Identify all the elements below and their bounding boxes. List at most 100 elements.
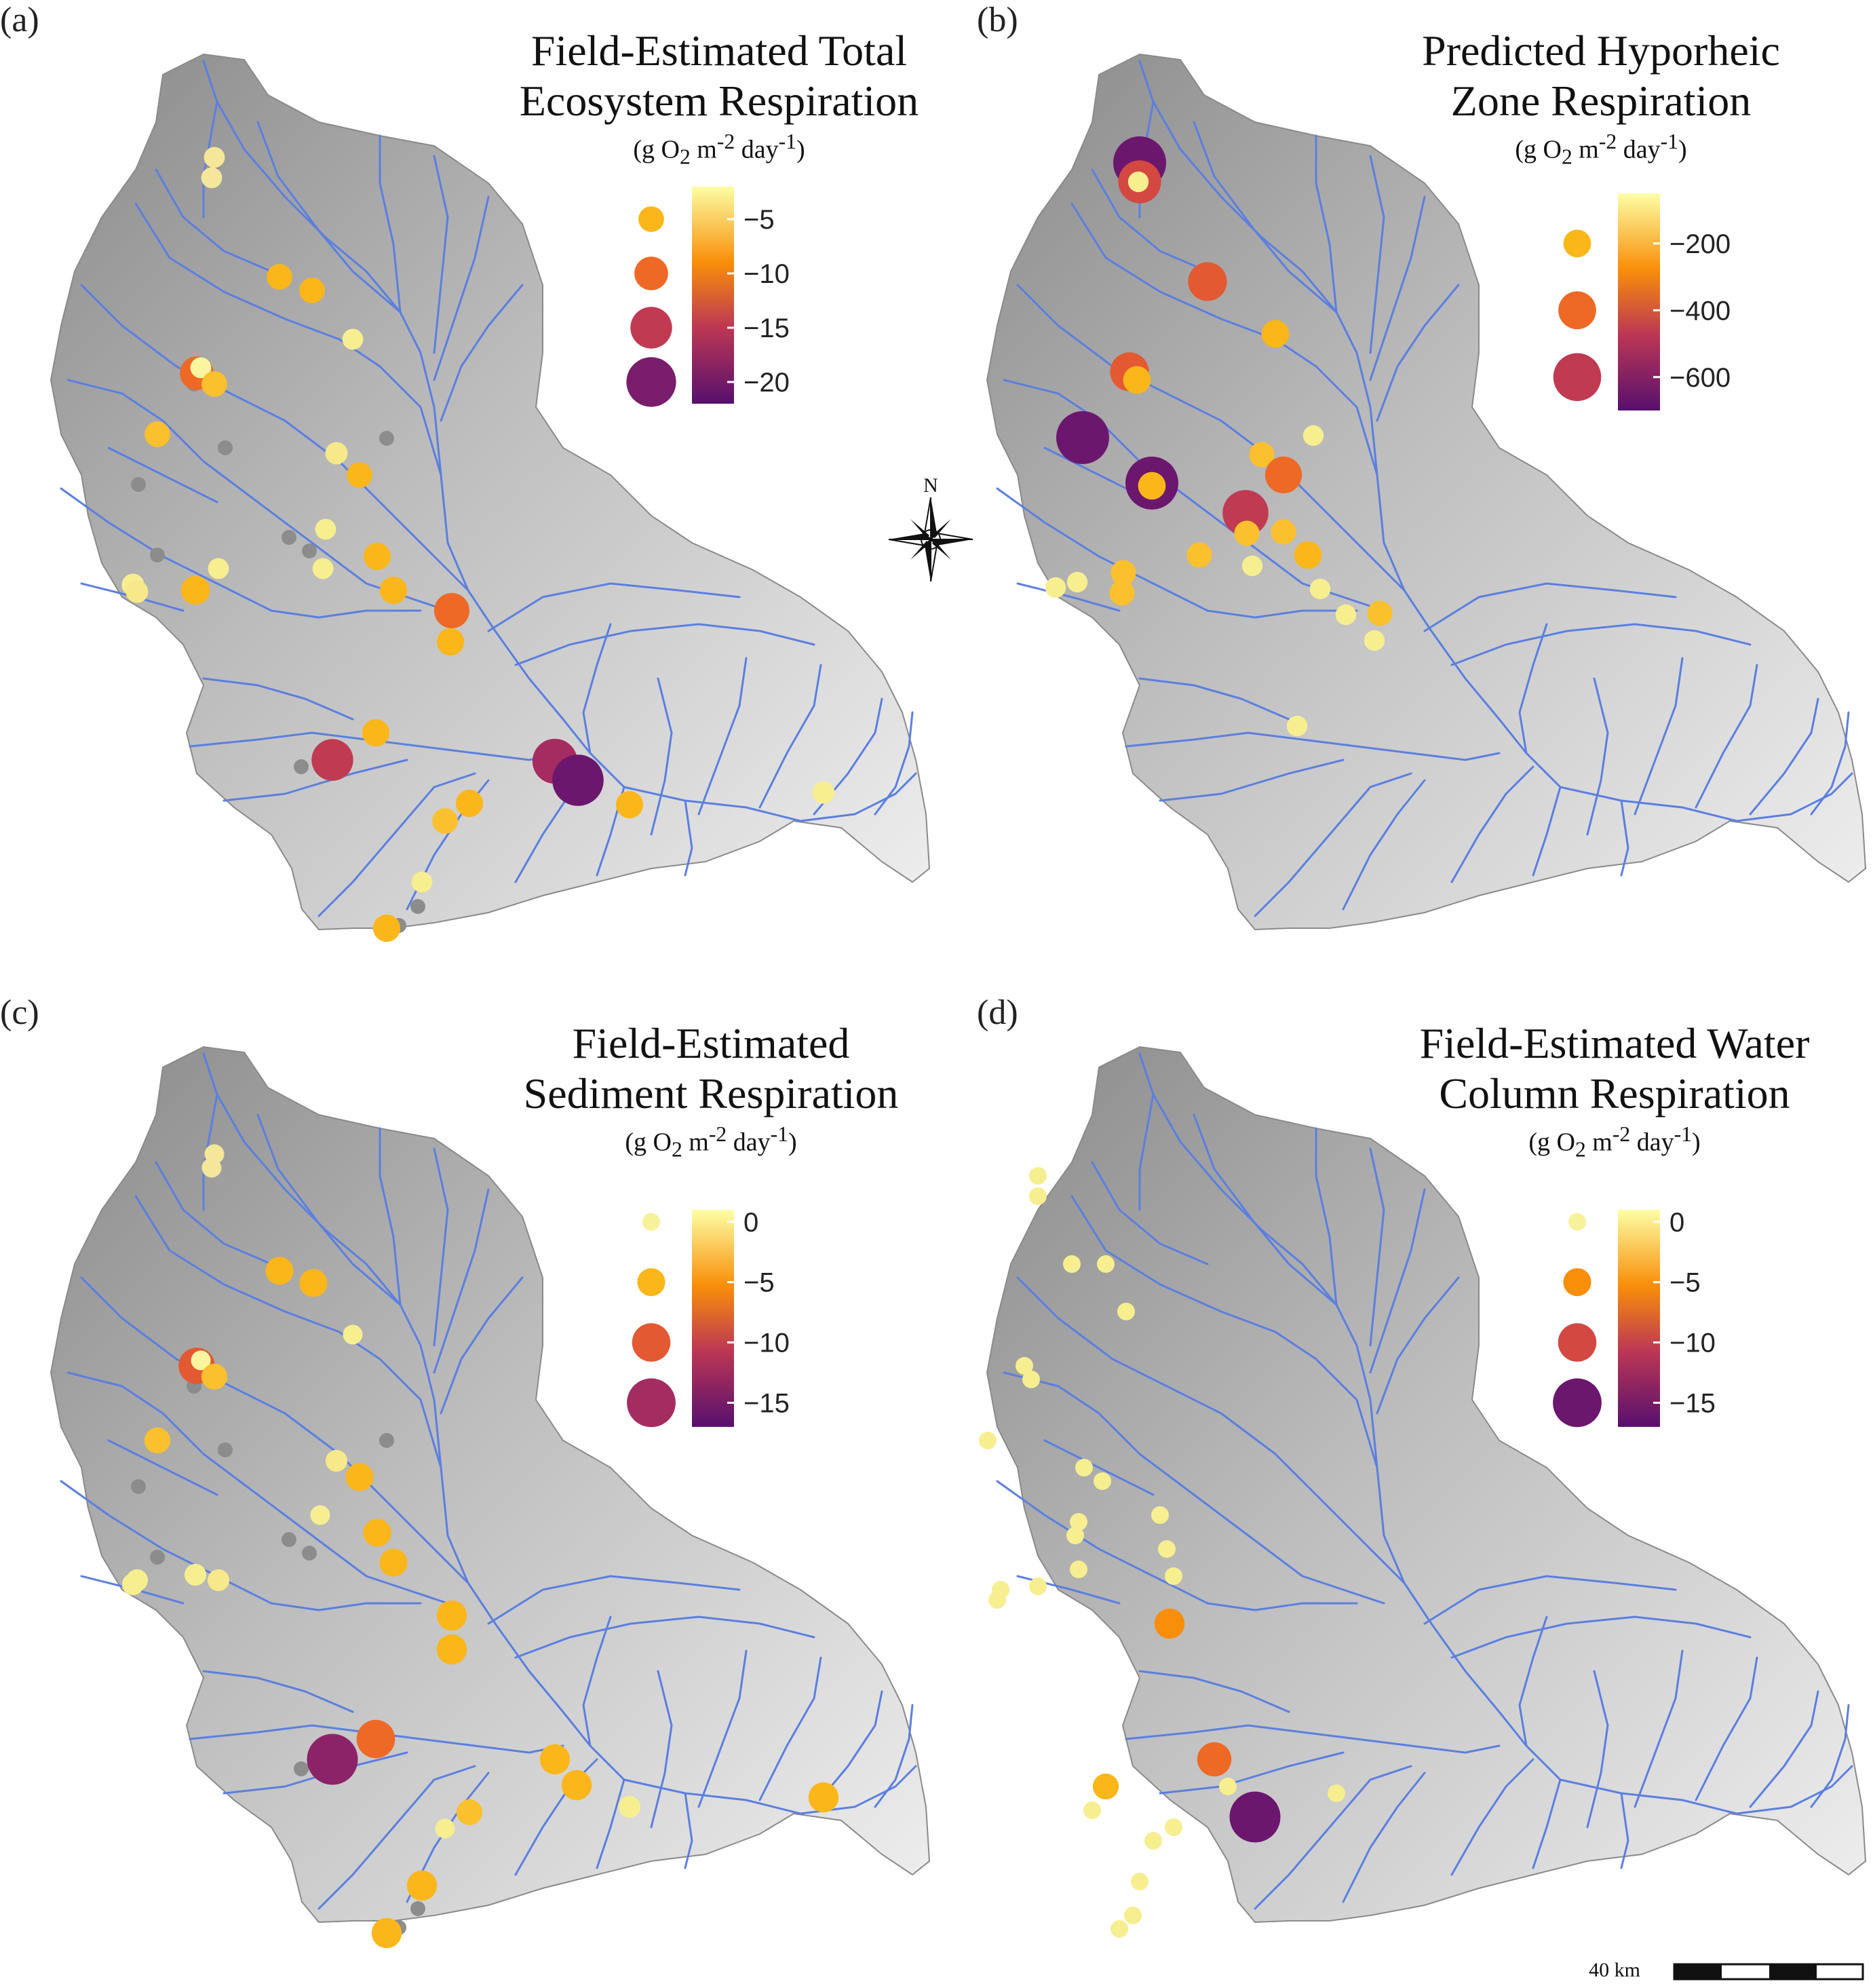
site-marker bbox=[1056, 411, 1109, 464]
site-marker bbox=[315, 518, 336, 540]
site-marker bbox=[356, 1719, 395, 1759]
site-marker bbox=[201, 1158, 222, 1178]
river-segment bbox=[487, 1575, 741, 1625]
site-marker bbox=[1066, 1527, 1084, 1544]
river-segment bbox=[60, 487, 422, 619]
river-segment bbox=[317, 1765, 476, 1910]
watershed-map bbox=[50, 53, 931, 942]
river-segment bbox=[1138, 1093, 1155, 1211]
site-marker bbox=[125, 580, 149, 603]
colorbar-tick-label: −200 bbox=[1669, 229, 1731, 259]
river-segment bbox=[684, 1792, 693, 1869]
river-segment bbox=[189, 731, 564, 761]
site-marker bbox=[618, 1795, 641, 1818]
site-marker bbox=[121, 1573, 144, 1596]
site-marker bbox=[208, 558, 229, 579]
site-marker bbox=[345, 1463, 374, 1491]
river-segment bbox=[440, 1276, 524, 1415]
site-marker bbox=[432, 808, 458, 834]
site-marker bbox=[1229, 1791, 1281, 1843]
colorbar bbox=[1618, 193, 1660, 410]
site-marker bbox=[1261, 320, 1290, 348]
site-marker bbox=[979, 1432, 997, 1449]
site-marker bbox=[1045, 577, 1066, 598]
river-segment bbox=[1810, 1704, 1850, 1808]
river-segment bbox=[487, 582, 741, 632]
river-segment bbox=[1376, 284, 1460, 422]
river-segment bbox=[1450, 1758, 1534, 1876]
river-segment bbox=[66, 1371, 449, 1605]
river-segment bbox=[1620, 1792, 1629, 1869]
colorbar-tick-label: −15 bbox=[744, 1388, 790, 1418]
site-marker bbox=[1154, 1608, 1185, 1639]
site-marker bbox=[1083, 1801, 1101, 1819]
panel-d: (d) Field-Estimated Water Column Respira… bbox=[936, 993, 1872, 1985]
site-marker bbox=[343, 1324, 363, 1345]
site-marker bbox=[267, 264, 292, 290]
site-marker bbox=[204, 147, 225, 168]
river-segment bbox=[202, 677, 354, 721]
colorbar-tick-label: −400 bbox=[1669, 296, 1731, 326]
site-marker bbox=[411, 871, 433, 893]
compass-rose-icon bbox=[888, 497, 973, 582]
panel-b: (b) Predicted Hyporheic Zone Respiration… bbox=[936, 0, 1872, 993]
site-marker bbox=[1328, 1784, 1345, 1802]
site-marker bbox=[201, 167, 223, 189]
river-segment bbox=[650, 1670, 673, 1829]
river-segment bbox=[1423, 582, 1677, 632]
site-marker bbox=[1075, 1459, 1093, 1476]
watershed-map bbox=[50, 1046, 931, 1949]
river-segment bbox=[1070, 202, 1378, 476]
site-marker bbox=[379, 576, 408, 605]
no-data-site bbox=[131, 1479, 146, 1494]
river-segment bbox=[1016, 284, 1406, 592]
colorbar-tick-label: −10 bbox=[744, 259, 790, 289]
title-line-2: Ecosystem Respiration bbox=[519, 77, 919, 125]
site-marker bbox=[1070, 1513, 1087, 1531]
river-segment bbox=[1315, 1127, 1338, 1306]
river-segment bbox=[1450, 1616, 1752, 1659]
river-segment bbox=[155, 168, 273, 273]
river-segment bbox=[1423, 1575, 1677, 1625]
site-marker bbox=[299, 278, 325, 303]
title-line-1: Field-Estimated Total bbox=[530, 26, 908, 75]
river-segment bbox=[1369, 155, 1385, 354]
unit-label: (g O2 m-2 day-1) bbox=[1528, 1122, 1701, 1162]
site-marker bbox=[1165, 1818, 1182, 1836]
colorbar-tick-label: −15 bbox=[744, 313, 790, 343]
legend-size-dot bbox=[1558, 291, 1596, 330]
river-segment bbox=[758, 664, 822, 809]
legend-size-dot bbox=[638, 206, 664, 232]
river-segment bbox=[1193, 121, 1338, 313]
colorbar bbox=[692, 187, 734, 404]
watershed-map bbox=[986, 53, 1867, 931]
no-data-site bbox=[282, 530, 296, 545]
no-data-site bbox=[131, 477, 146, 492]
colorbar-tick-label: −15 bbox=[1669, 1388, 1716, 1418]
site-marker bbox=[1124, 1907, 1142, 1924]
unit-label: (g O2 m-2 day-1) bbox=[633, 130, 805, 169]
river-segment bbox=[379, 134, 402, 313]
colorbar-tick-label: 0 bbox=[1669, 1208, 1684, 1238]
river-segment bbox=[1450, 765, 1534, 883]
no-data-site bbox=[150, 1550, 165, 1565]
no-data-site bbox=[302, 543, 317, 558]
site-marker bbox=[1029, 1578, 1047, 1595]
river-segment bbox=[1193, 1113, 1338, 1306]
site-marker bbox=[1302, 425, 1324, 446]
panel-title: Field-Estimated Total Ecosystem Respirat… bbox=[461, 26, 977, 172]
river-segment bbox=[1159, 1751, 1345, 1795]
river-segment bbox=[134, 1195, 442, 1469]
colorbar-tick-label: −5 bbox=[1669, 1268, 1701, 1298]
legend-size-dot bbox=[626, 357, 676, 407]
site-marker bbox=[1249, 442, 1275, 467]
legend-size-dot bbox=[1558, 1323, 1597, 1362]
site-marker bbox=[1234, 520, 1260, 546]
river-segment bbox=[596, 1778, 625, 1869]
site-marker bbox=[406, 1870, 438, 1901]
site-marker bbox=[812, 781, 835, 804]
site-marker bbox=[1066, 571, 1088, 593]
river-segment bbox=[1254, 772, 1412, 917]
river-segment bbox=[514, 1616, 815, 1659]
river-segment bbox=[80, 1276, 469, 1584]
